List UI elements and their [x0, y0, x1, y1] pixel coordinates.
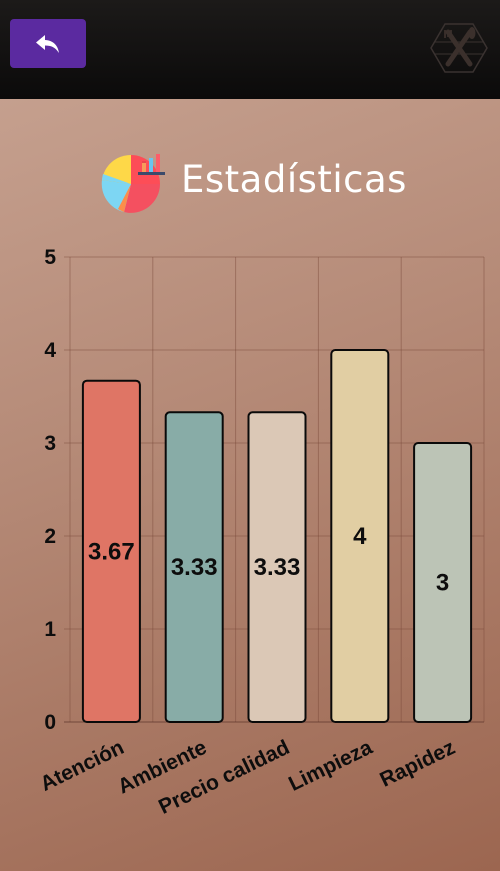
y-tick-label: 5	[44, 246, 56, 269]
bar-value-label: 3.67	[88, 538, 135, 565]
y-tick-label: 2	[44, 525, 56, 548]
y-tick-label: 4	[44, 339, 56, 362]
crossed-utensils-logo-icon	[430, 23, 488, 73]
pie-chart-stats-icon	[101, 154, 165, 213]
bar-4	[330, 349, 390, 723]
page-header: Estadísticas	[0, 146, 500, 218]
y-tick-label: 3	[44, 432, 56, 455]
bar-1	[81, 379, 141, 723]
page-title: Estadísticas	[181, 158, 407, 201]
y-tick-label: 1	[44, 618, 56, 641]
bar-value-label: 4	[353, 523, 367, 550]
bar-value-label: 3	[436, 570, 449, 597]
back-button[interactable]	[10, 19, 86, 68]
bar-3	[247, 411, 307, 723]
bar-value-label: 3.33	[171, 554, 218, 581]
bar-5	[413, 442, 473, 723]
back-arrow-icon	[36, 34, 59, 53]
x-category-label: Rapidez	[376, 736, 458, 792]
bar-2	[164, 411, 224, 723]
top-bar	[0, 0, 500, 99]
x-category-label: Limpieza	[285, 736, 376, 796]
y-tick-label: 0	[44, 711, 56, 734]
bar-value-label: 3.33	[254, 554, 301, 581]
x-category-label: Atención	[37, 736, 128, 796]
